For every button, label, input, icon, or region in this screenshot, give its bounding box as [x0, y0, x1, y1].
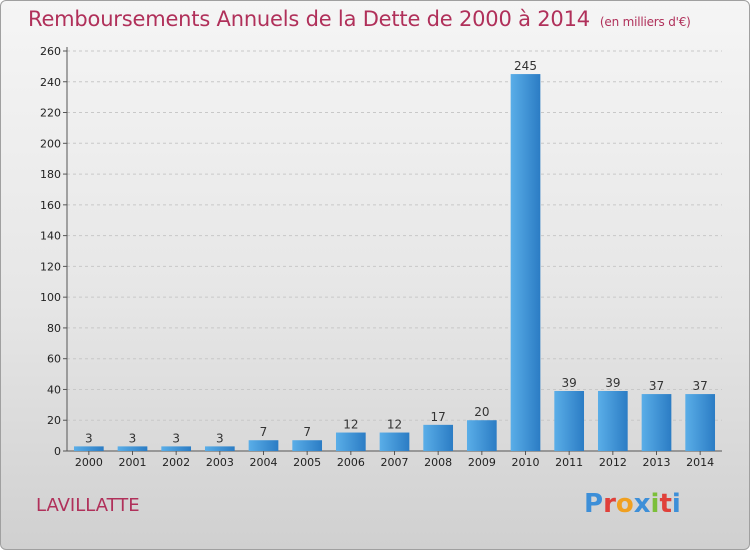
logo-letter: r	[603, 489, 616, 519]
data-label: 20	[474, 405, 489, 419]
x-tick-label: 2005	[293, 456, 321, 469]
data-label: 245	[514, 59, 537, 73]
chart-title: Remboursements Annuels de la Dette de 20…	[28, 7, 691, 31]
bar	[554, 391, 585, 451]
logo-letter: P	[584, 489, 604, 519]
data-label: 12	[387, 418, 402, 432]
y-tick-label: 20	[47, 414, 61, 427]
logo-letter: i	[671, 489, 681, 519]
y-tick-label: 120	[40, 260, 61, 273]
y-tick-label: 260	[40, 45, 61, 58]
bar	[248, 440, 279, 451]
data-label: 37	[693, 379, 708, 393]
bar	[685, 394, 716, 451]
data-label: 3	[129, 431, 137, 445]
bar	[292, 440, 323, 451]
x-tick-label: 2010	[512, 456, 540, 469]
x-tick-label: 2000	[75, 456, 103, 469]
y-tick-label: 180	[40, 168, 61, 181]
bar	[466, 420, 497, 451]
data-label: 12	[343, 418, 358, 432]
y-tick-label: 220	[40, 107, 61, 120]
bar	[204, 446, 235, 451]
data-label: 3	[216, 431, 224, 445]
bar	[423, 424, 454, 451]
logo-letter: o	[615, 489, 634, 519]
x-tick-label: 2003	[206, 456, 234, 469]
bar	[73, 446, 104, 451]
x-tick-label: 2008	[424, 456, 452, 469]
bar	[161, 446, 192, 451]
bar	[510, 74, 541, 452]
y-tick-label: 40	[47, 383, 61, 396]
x-tick-label: 2006	[337, 456, 365, 469]
bar	[117, 446, 148, 451]
data-label: 3	[85, 431, 93, 445]
logo-letter: i	[650, 489, 660, 519]
chart-unit: (en milliers d'€)	[599, 15, 691, 29]
data-label: 7	[260, 425, 268, 439]
y-tick-label: 200	[40, 137, 61, 150]
bar	[379, 432, 410, 451]
x-tick-label: 2004	[250, 456, 278, 469]
x-tick-label: 2001	[119, 456, 147, 469]
x-tick-label: 2009	[468, 456, 496, 469]
logo-letter: t	[659, 489, 672, 519]
data-label: 7	[303, 425, 311, 439]
y-tick-label: 240	[40, 76, 61, 89]
x-tick-label: 2002	[162, 456, 190, 469]
y-tick-label: 60	[47, 353, 61, 366]
x-tick-label: 2014	[686, 456, 714, 469]
y-tick-label: 160	[40, 199, 61, 212]
data-label: 37	[649, 379, 664, 393]
logo-letter: x	[633, 489, 651, 519]
x-tick-label: 2012	[599, 456, 627, 469]
proxiti-logo: Proxiti	[584, 489, 681, 519]
y-tick-label: 0	[54, 445, 61, 458]
data-label: 17	[431, 410, 446, 424]
bar	[641, 394, 672, 451]
data-label: 3	[172, 431, 180, 445]
data-label: 39	[562, 376, 577, 390]
x-tick-label: 2007	[381, 456, 409, 469]
x-tick-label: 2013	[643, 456, 671, 469]
x-tick-label: 2011	[555, 456, 583, 469]
bar	[335, 432, 366, 451]
y-tick-label: 80	[47, 322, 61, 335]
y-tick-label: 140	[40, 230, 61, 243]
y-tick-label: 100	[40, 291, 61, 304]
data-label: 39	[605, 376, 620, 390]
chart-title-text: Remboursements Annuels de la Dette de 20…	[28, 7, 590, 31]
commune-name: LAVILLATTE	[36, 495, 140, 516]
bar	[597, 391, 628, 451]
